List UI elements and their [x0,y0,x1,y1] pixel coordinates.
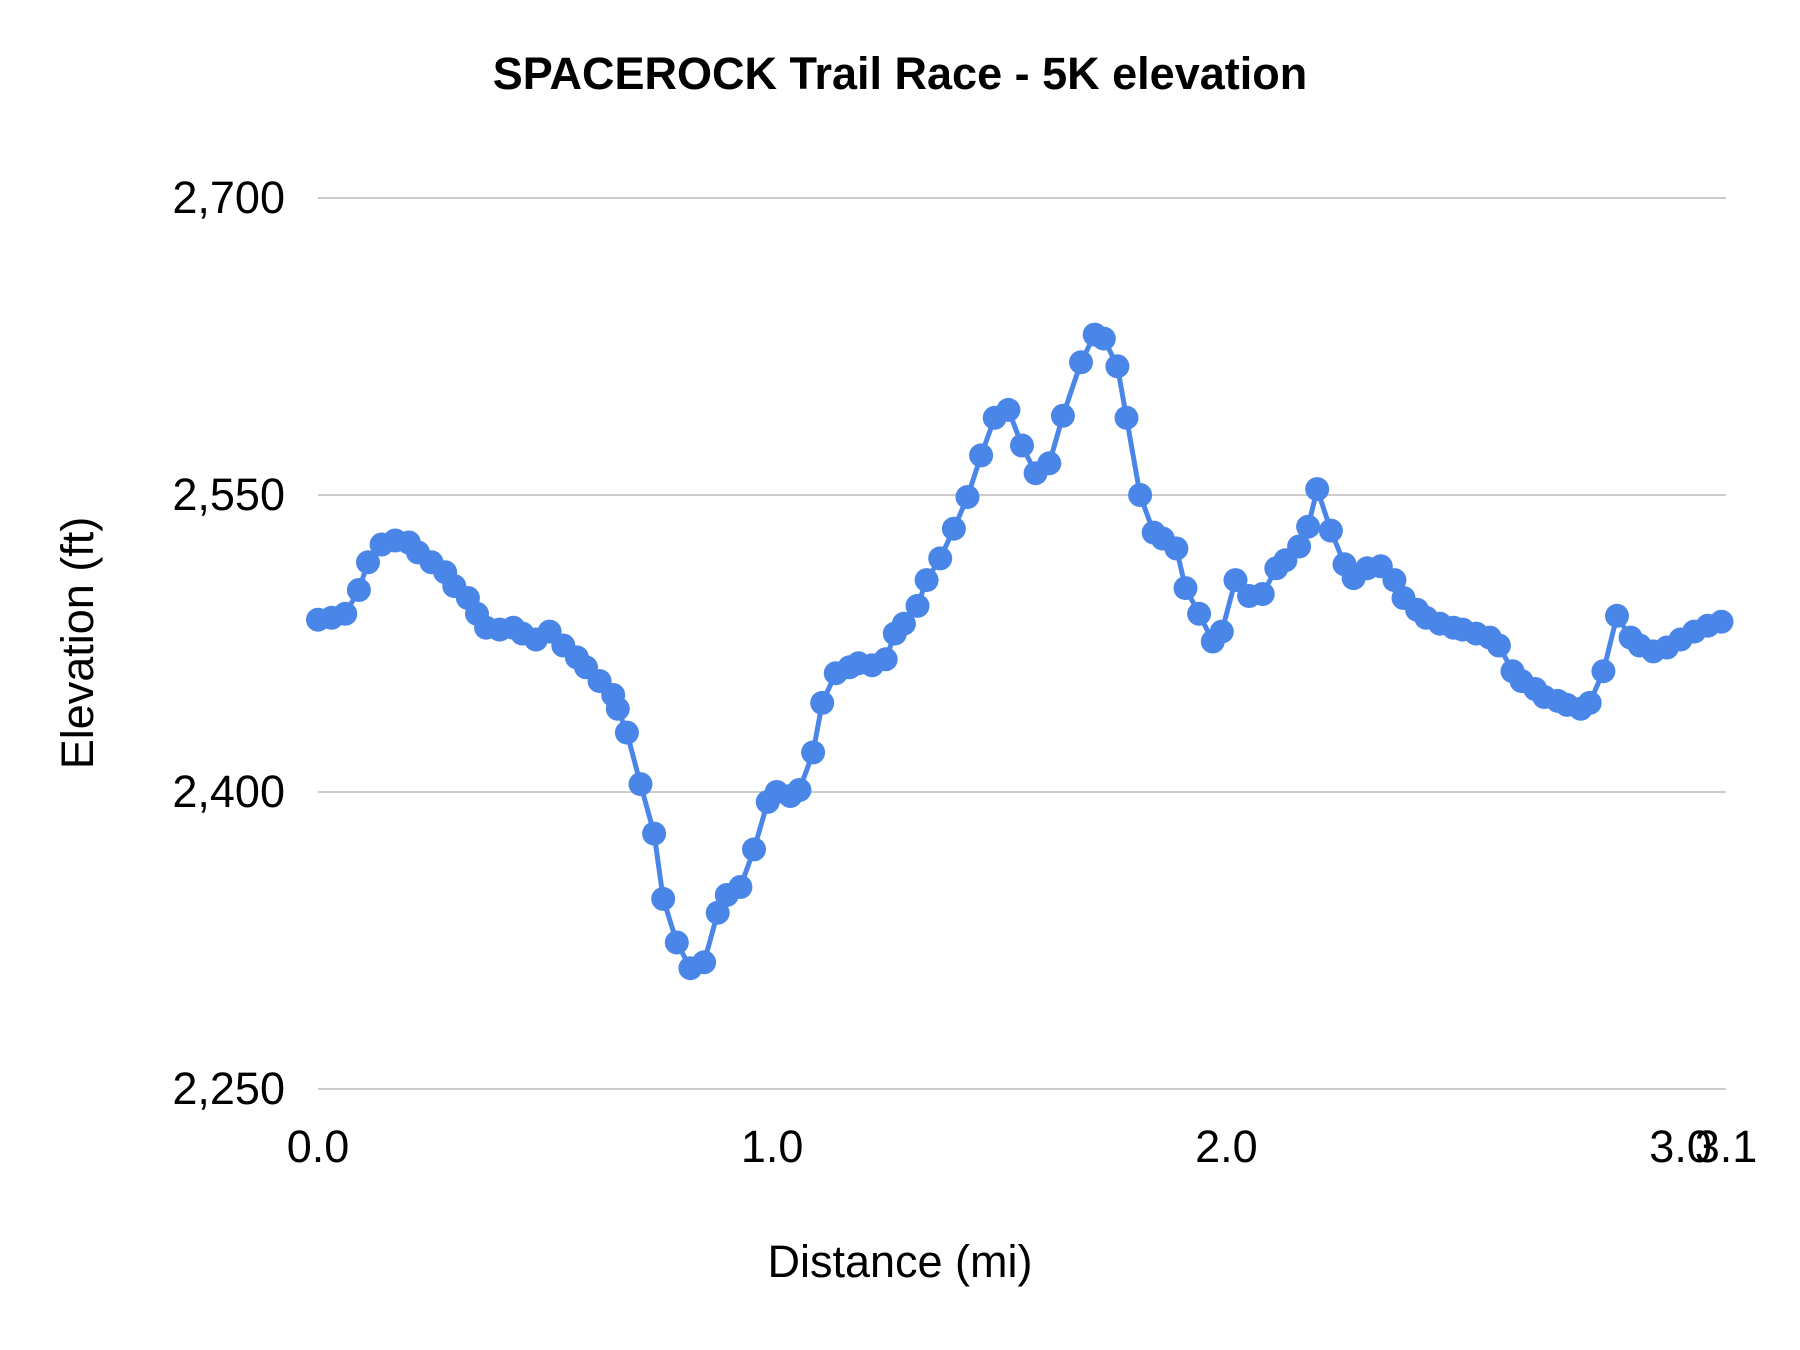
data-point[interactable] [642,821,667,846]
data-point[interactable] [1164,536,1189,561]
data-point[interactable] [1305,477,1330,502]
data-point[interactable] [955,485,980,509]
data-point[interactable] [651,886,676,911]
data-point[interactable] [1605,603,1629,628]
data-point[interactable] [1223,568,1248,593]
data-point[interactable] [801,740,826,765]
data-point[interactable] [1250,582,1275,606]
data-point[interactable] [1114,405,1139,430]
x-tick-label: 3.0 [1649,1121,1712,1172]
data-point[interactable] [914,568,939,593]
y-tick-label: 2,550 [172,469,285,520]
data-point[interactable] [1486,633,1511,658]
data-point[interactable] [742,837,766,862]
data-point[interactable] [664,930,689,955]
data-point[interactable] [941,516,966,541]
data-point[interactable] [692,950,717,975]
x-axis-title: Distance (mi) [767,1236,1033,1287]
data-point[interactable] [1105,354,1130,379]
x-tick-label: 2.0 [1195,1121,1258,1172]
chart-title: SPACEROCK Trail Race - 5K elevation [492,48,1308,99]
data-point[interactable] [1128,483,1153,507]
data-point[interactable] [969,443,994,468]
data-point[interactable] [628,772,653,797]
data-point[interactable] [1287,534,1312,559]
y-tick-label: 2,700 [172,172,285,223]
x-tick-label: 1.0 [740,1121,804,1172]
data-point[interactable] [1010,433,1034,458]
data-point[interactable] [705,900,730,925]
data-point[interactable] [1318,518,1343,543]
elevation-line [317,331,1723,972]
data-point[interactable] [1209,619,1234,644]
data-point[interactable] [605,696,630,721]
data-point[interactable] [333,601,358,626]
data-point[interactable] [1187,601,1212,626]
data-point[interactable] [356,550,380,575]
y-tick-label: 2,400 [172,766,285,817]
data-point[interactable] [1037,451,1062,476]
x-tick-label: 0.0 [286,1121,350,1172]
data-point[interactable] [1050,403,1075,428]
x-tick-label: 3.1 [1694,1121,1758,1172]
data-point[interactable] [996,397,1021,422]
data-point[interactable] [614,720,639,745]
data-point[interactable] [1091,326,1116,351]
data-point[interactable] [1296,514,1321,539]
data-point[interactable] [810,690,835,715]
data-point[interactable] [905,593,930,618]
data-point[interactable] [787,778,812,802]
data-point[interactable] [1069,350,1093,375]
y-tick-label: 2,250 [172,1063,285,1114]
data-point[interactable] [1709,609,1734,634]
data-point[interactable] [873,647,898,672]
data-point[interactable] [1591,659,1616,684]
data-point[interactable] [891,611,916,636]
data-point[interactable] [1577,690,1602,715]
data-point[interactable] [928,546,953,571]
data-point[interactable] [346,578,371,602]
data-point[interactable] [1382,568,1407,593]
data-point[interactable] [728,875,753,899]
data-point[interactable] [1173,576,1198,601]
